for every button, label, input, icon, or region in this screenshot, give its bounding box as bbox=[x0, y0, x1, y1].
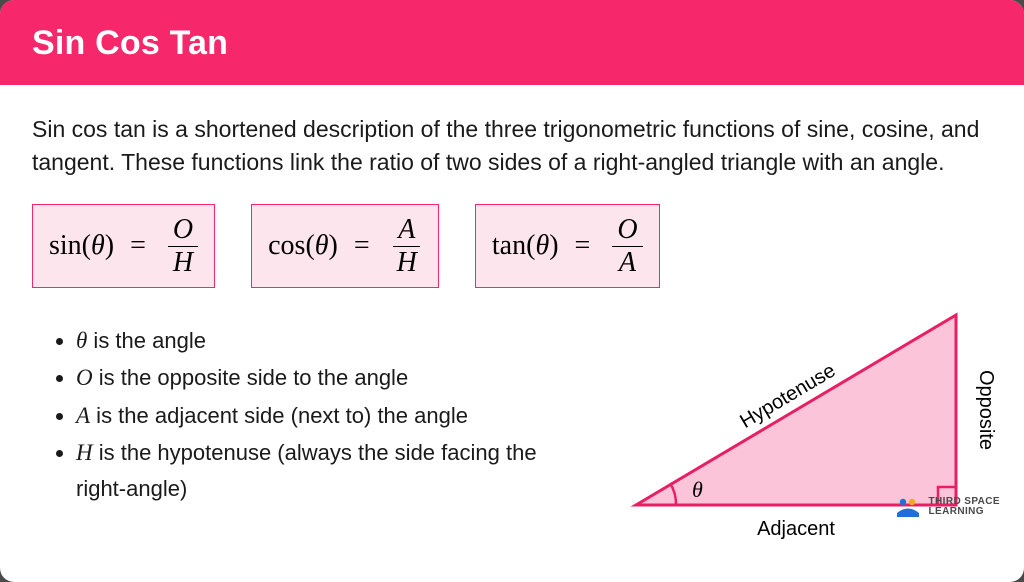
fraction: OH bbox=[168, 215, 198, 277]
equals-sign: = bbox=[354, 230, 370, 262]
formula-box: sin(θ) = OH bbox=[32, 204, 215, 288]
brand-badge: THIRD SPACE LEARNING bbox=[895, 497, 1000, 517]
legend-symbol: H bbox=[76, 440, 93, 465]
card-header: Sin Cos Tan bbox=[0, 0, 1024, 85]
brand-text: THIRD SPACE LEARNING bbox=[929, 497, 1000, 517]
formula-box: cos(θ) = AH bbox=[251, 204, 439, 288]
page-title: Sin Cos Tan bbox=[32, 24, 992, 63]
brand-line2: LEARNING bbox=[929, 507, 1000, 517]
denominator: H bbox=[168, 247, 198, 277]
formula-fn: cos(θ) bbox=[268, 230, 338, 262]
card-body: Sin cos tan is a shortened description o… bbox=[0, 85, 1024, 531]
denominator: A bbox=[614, 247, 641, 277]
denominator: H bbox=[392, 247, 422, 277]
formula-fn: sin(θ) bbox=[49, 230, 114, 262]
legend-list: θ is the angleO is the opposite side to … bbox=[32, 322, 592, 507]
legend-item: O is the opposite side to the angle bbox=[76, 359, 592, 396]
legend-text: is the hypotenuse (always the side facin… bbox=[76, 440, 537, 501]
equals-sign: = bbox=[575, 230, 591, 262]
triangle-diagram: θHypotenuseOppositeAdjacent bbox=[616, 295, 996, 575]
numerator: O bbox=[612, 215, 642, 246]
brand-logo-icon bbox=[895, 497, 921, 517]
legend-text: is the adjacent side (next to) the angle bbox=[90, 403, 468, 428]
theta-label: θ bbox=[692, 477, 703, 502]
numerator: A bbox=[393, 215, 420, 246]
legend-symbol: θ bbox=[76, 328, 87, 353]
fraction: OA bbox=[612, 215, 642, 277]
intro-text: Sin cos tan is a shortened description o… bbox=[32, 113, 992, 178]
legend-item: H is the hypotenuse (always the side fac… bbox=[76, 434, 592, 507]
legend-item: A is the adjacent side (next to) the ang… bbox=[76, 397, 592, 434]
legend-text: is the angle bbox=[87, 328, 206, 353]
opposite-label: Opposite bbox=[975, 370, 996, 450]
numerator: O bbox=[168, 215, 198, 246]
legend-text: is the opposite side to the angle bbox=[93, 365, 409, 390]
legend-symbol: O bbox=[76, 365, 93, 390]
equals-sign: = bbox=[130, 230, 146, 262]
formula-fn: tan(θ) bbox=[492, 230, 559, 262]
legend-symbol: A bbox=[76, 403, 90, 428]
adjacent-label: Adjacent bbox=[757, 518, 835, 540]
formula-box: tan(θ) = OA bbox=[475, 204, 660, 288]
triangle-shape bbox=[636, 315, 956, 505]
fraction: AH bbox=[392, 215, 422, 277]
info-card: Sin Cos Tan Sin cos tan is a shortened d… bbox=[0, 0, 1024, 582]
formula-row: sin(θ)=OHcos(θ)=AHtan(θ)=OA bbox=[32, 204, 992, 288]
legend-item: θ is the angle bbox=[76, 322, 592, 359]
